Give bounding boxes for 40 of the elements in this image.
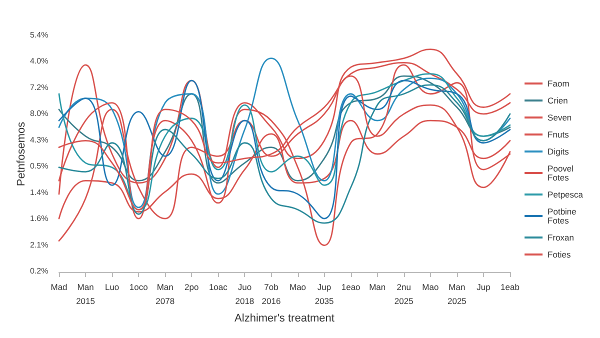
text: 1.6% (30, 214, 48, 224)
y-axis-title: Petnfosemos (16, 121, 28, 186)
x-tick-label: Man 2015 (76, 282, 96, 306)
legend-label: Potbine Fotes (548, 206, 579, 226)
x-axis-title: Alzhimer's treatment (234, 312, 334, 324)
text: 8.0% (30, 109, 48, 118)
x-tick-label: Jup (476, 282, 491, 292)
x-tick-label: 1eao (341, 282, 361, 292)
legend-label: Faom (548, 78, 570, 88)
x-tick-label: Juo 2018 (235, 282, 254, 306)
x-tick-label: Man 2078 (156, 282, 175, 306)
x-tick-label: Mad (50, 282, 68, 292)
text: 0.2% (30, 266, 48, 276)
x-tick-label: Man 2025 (447, 282, 467, 306)
x-tick-label: 1oco (129, 282, 148, 292)
x-tick-label: 1eab (500, 282, 520, 292)
legend-label: Digits (548, 146, 569, 156)
legend-label: Foties (548, 250, 571, 260)
x-tick-label: Jup 2035 (314, 282, 334, 306)
x-tick-label: Mao (422, 282, 439, 292)
x-tick-label: 2po (184, 282, 200, 292)
x-tick-label: 2nu 2025 (394, 282, 414, 306)
text: 5.4% (30, 30, 48, 40)
x-tick-label: Man (369, 282, 386, 292)
legend-label: Seven (548, 112, 572, 122)
x-tick-label: Luo (104, 282, 120, 292)
legend-label: Fnuts (548, 130, 569, 140)
text: 4.0% (30, 56, 48, 66)
legend-label: Poovel Fotes (548, 164, 576, 182)
text: 2.1% (30, 240, 48, 250)
legend-label: Petpesca (548, 190, 584, 200)
text: 7.2% (30, 82, 48, 92)
x-tick-label: 1oac (208, 282, 228, 292)
legend-label: Crien (548, 96, 568, 106)
text: 1.4% (30, 188, 48, 197)
x-tick-label: 7ob 2016 (262, 282, 281, 306)
text: 0.5% (30, 162, 48, 171)
legend-label: Froxan (548, 232, 574, 242)
x-tick-label: Mao (289, 282, 306, 292)
text: 4.3% (30, 135, 48, 144)
